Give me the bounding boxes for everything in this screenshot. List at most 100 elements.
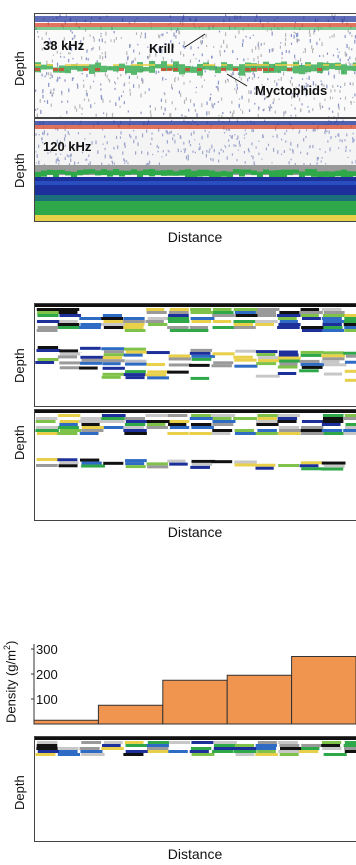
clsTop-cell: [59, 320, 78, 323]
echo38-noise: [349, 82, 351, 86]
clsTop-cell: [213, 311, 234, 314]
echo38-myctophid-cell: [209, 65, 215, 71]
echo120-noise: [237, 135, 239, 140]
echo38-krill-layer: [35, 23, 356, 27]
clsTop-cell: [257, 317, 278, 320]
echo38-noise: [165, 78, 167, 81]
fig-c-x-axis-label: Distance: [167, 846, 223, 862]
echo38-myctophid-cell: [317, 62, 323, 73]
echo38-noise: [192, 53, 195, 56]
echo38-noise: [76, 83, 78, 85]
echo38-noise: [115, 102, 117, 106]
echo38-noise: [149, 49, 151, 52]
echo38-noise: [263, 97, 266, 101]
echo120-noise: [135, 151, 137, 155]
clsBot-cell: [343, 429, 356, 432]
echo38-noise: [162, 33, 164, 37]
echo120-noise: [70, 158, 72, 163]
echo38-noise: [104, 51, 107, 56]
echo38-noise: [220, 45, 222, 48]
echo38-noise: [209, 97, 212, 100]
echo38-myctophid-mid: [353, 64, 356, 66]
echo120-noise: [157, 150, 159, 153]
echo120-noise: [124, 144, 126, 149]
echo120-noise: [135, 135, 137, 140]
echo120-green-band: [35, 201, 356, 215]
echo38-noise: [160, 34, 162, 36]
echo38-noise: [106, 74, 108, 78]
echo38-noise: [66, 110, 68, 114]
echo120-noise: [297, 143, 299, 148]
echo120-myctophid-cell: [341, 169, 347, 178]
echo38-myctophid-cell: [227, 64, 233, 71]
clsTop-cell: [301, 317, 321, 320]
echo120-noise: [115, 135, 118, 139]
echo38-noise: [203, 79, 206, 81]
clsTop-cell: [190, 348, 213, 352]
clsBot-cell: [102, 420, 125, 423]
echo38-noise: [332, 84, 334, 89]
echo38-noise: [114, 81, 116, 83]
label-38khz: 38 kHz: [43, 38, 85, 53]
echo120-noise: [73, 161, 76, 166]
echo120-noise: [208, 150, 210, 154]
echo38-noise: [353, 101, 355, 103]
clsC-cell: [35, 753, 56, 756]
echo120-myctophid-cell: [305, 169, 311, 176]
echo120-noise: [321, 157, 323, 159]
clsTop-cell: [147, 370, 171, 374]
echo38-noise: [170, 40, 172, 43]
echo38-noise: [274, 110, 276, 114]
clsTop-cell: [345, 360, 356, 364]
echo120-noise: [213, 148, 215, 153]
echo38-noise: [144, 32, 146, 35]
echo120-noise: [325, 163, 327, 165]
echo38-noise: [163, 92, 165, 94]
echo120-noise: [130, 135, 132, 139]
echo38-noise: [68, 45, 70, 50]
clsC-cell: [101, 747, 124, 750]
clsTop-cell: [278, 350, 298, 354]
echo38-noise: [306, 77, 308, 80]
echo120-noise: [123, 158, 125, 161]
echo38-noise: [106, 112, 108, 117]
clsTop-cell: [234, 358, 257, 362]
clsTop-cell: [59, 352, 83, 356]
echo38-noise: [332, 110, 334, 113]
clsBot-cell: [125, 462, 145, 466]
echo120-myctophid-cell: [215, 171, 221, 180]
echo38-myctophid-cell: [305, 62, 311, 73]
echo120-noise: [68, 155, 70, 158]
echo38-noise: [110, 39, 112, 42]
clsTop-cell: [125, 362, 148, 366]
echo120-blue-band: [35, 177, 356, 195]
clsTop-cell: [190, 323, 214, 326]
echo120-noise: [180, 150, 182, 153]
echo38-noise: [247, 58, 249, 60]
clsBot-cell: [343, 417, 356, 420]
echo38-noise: [35, 108, 37, 111]
echo120-noise: [151, 132, 153, 135]
echo38-myctophid-cell: [167, 64, 173, 71]
echo38-noise: [257, 109, 260, 111]
echo120-noise: [223, 132, 226, 134]
echo120-noise: [236, 159, 238, 162]
clsTop-cell: [190, 376, 210, 380]
echo120-myctophid-cell: [353, 171, 356, 177]
echo38-noise: [189, 80, 191, 83]
echo120-noise: [129, 119, 131, 121]
echo38-noise: [194, 108, 197, 113]
echo38-noise: [339, 97, 342, 100]
clsTop-cell: [103, 326, 125, 329]
clsC-cell: [81, 741, 102, 744]
clsTop-cell: [102, 372, 127, 376]
echo120-noise: [324, 128, 327, 132]
echo38-noise: [35, 89, 37, 92]
echo38-myctophid-cell: [107, 66, 113, 71]
echo120-myctophid-cell: [275, 170, 281, 178]
density-y-tick-label: 100: [36, 692, 58, 707]
clsTop-cell: [168, 320, 190, 323]
clsC-cell: [125, 750, 149, 753]
clsBot-cell: [123, 426, 144, 429]
echo38-noise: [320, 80, 322, 82]
